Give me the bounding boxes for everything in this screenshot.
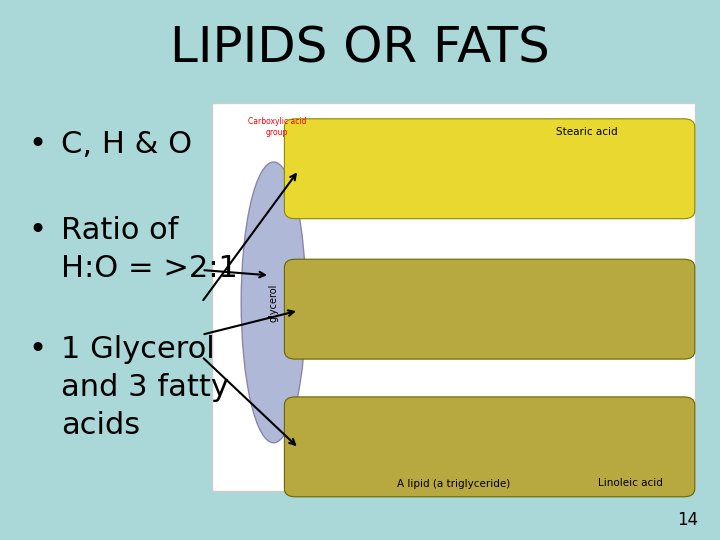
Ellipse shape xyxy=(241,162,306,443)
FancyBboxPatch shape xyxy=(284,397,695,497)
Text: •: • xyxy=(29,130,47,159)
Text: •: • xyxy=(29,335,47,364)
Text: LIPIDS OR FATS: LIPIDS OR FATS xyxy=(170,25,550,72)
Text: 14: 14 xyxy=(678,511,698,529)
Text: Linoleic acid: Linoleic acid xyxy=(598,478,662,488)
Text: glycerol: glycerol xyxy=(269,283,279,322)
FancyBboxPatch shape xyxy=(212,103,695,491)
Text: A lipid (a triglyceride): A lipid (a triglyceride) xyxy=(397,478,510,489)
Text: C, H & O: C, H & O xyxy=(61,130,192,159)
Text: •: • xyxy=(29,216,47,245)
Text: Stearic acid: Stearic acid xyxy=(556,127,618,137)
Text: 1 Glycerol
and 3 fatty
acids: 1 Glycerol and 3 fatty acids xyxy=(61,335,229,440)
FancyBboxPatch shape xyxy=(284,119,695,219)
Text: Ratio of
H:O = >2:1: Ratio of H:O = >2:1 xyxy=(61,216,238,283)
FancyBboxPatch shape xyxy=(284,259,695,359)
Text: Carboxylic acid
group: Carboxylic acid group xyxy=(248,117,307,137)
